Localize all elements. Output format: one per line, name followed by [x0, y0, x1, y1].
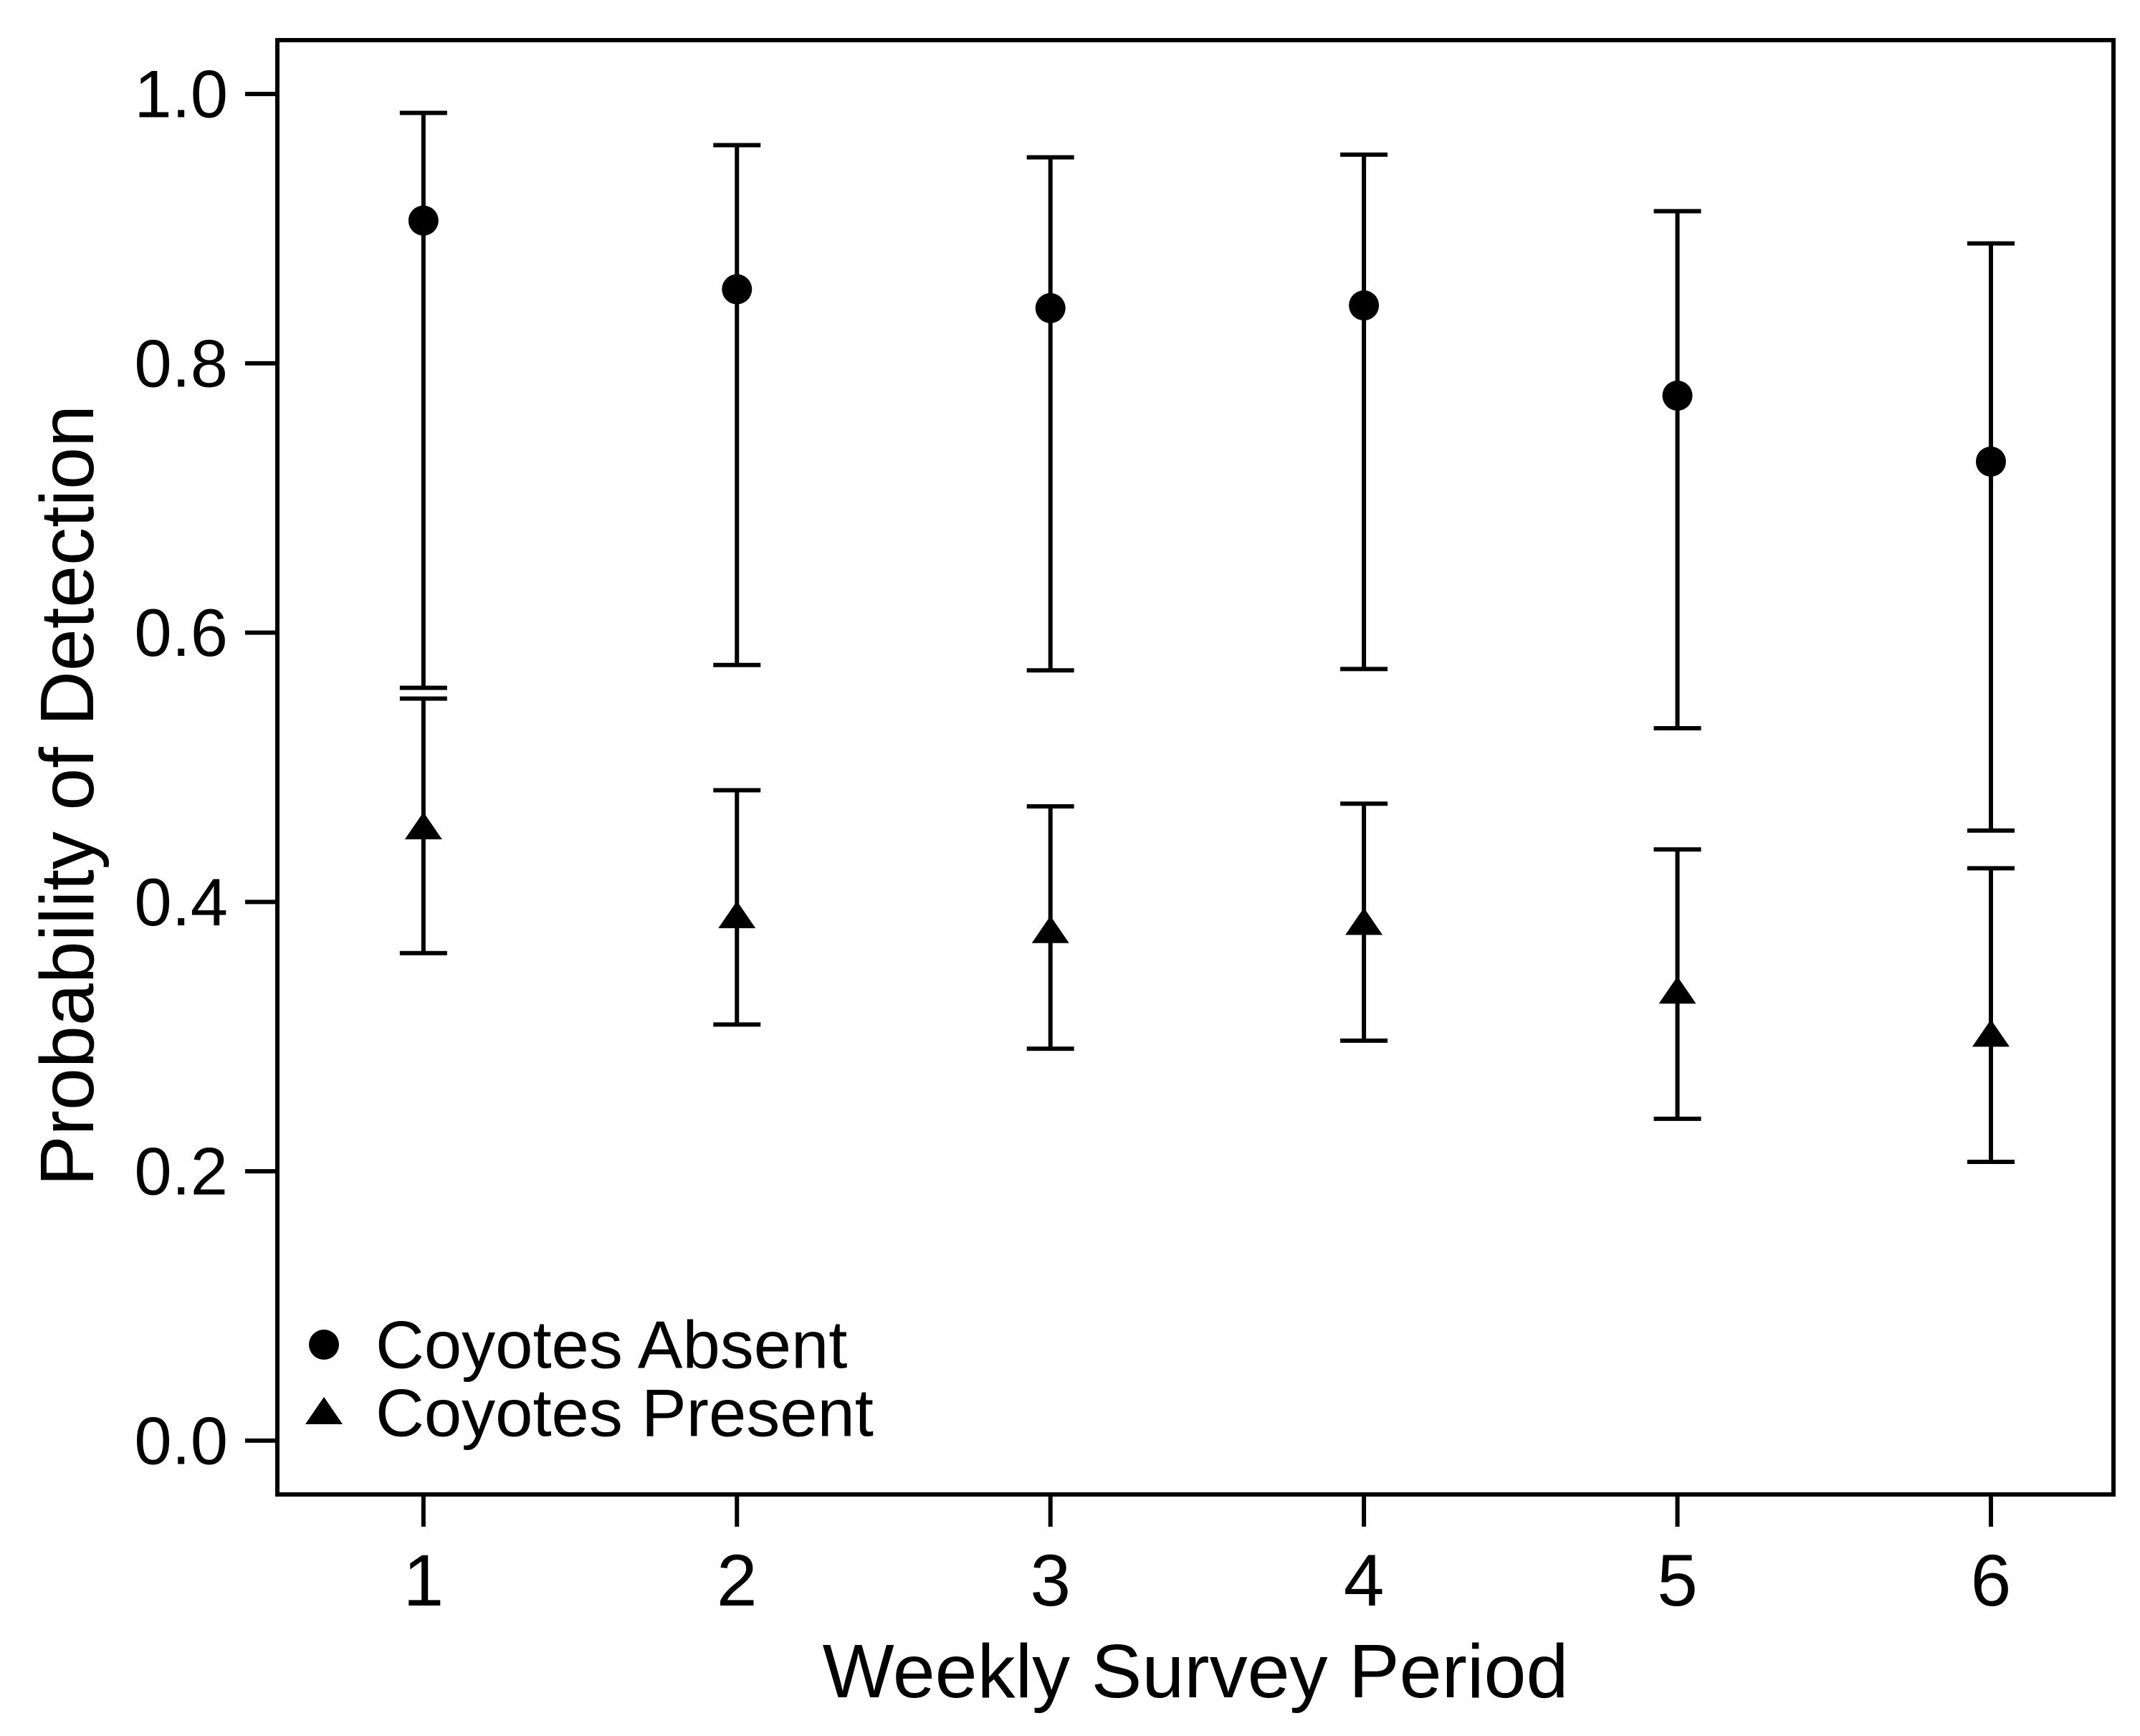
data-point-circle — [408, 205, 439, 236]
data-point-triangle — [404, 812, 442, 840]
data-point-triangle — [1345, 907, 1383, 935]
legend-label: Coyotes Absent — [376, 1307, 847, 1383]
data-point-triangle — [718, 901, 756, 929]
data-point-circle — [1662, 380, 1693, 411]
x-tick-label: 5 — [1657, 1540, 1698, 1621]
y-axis-title: Probability of Detection — [25, 405, 110, 1186]
y-tick-label: 1.0 — [134, 57, 228, 132]
x-tick-label: 3 — [1030, 1540, 1071, 1621]
y-tick-label: 0.8 — [134, 325, 228, 401]
data-point-circle — [1349, 290, 1380, 321]
legend-label: Coyotes Present — [376, 1375, 874, 1451]
data-point-circle — [1975, 447, 2006, 477]
error-bars-layer — [399, 110, 2015, 1164]
data-point-triangle — [1658, 976, 1696, 1004]
y-axis: 0.0 0.2 0.4 0.6 0.8 1.0 — [134, 57, 277, 1478]
x-axis-title: Weekly Survey Period — [823, 1629, 1569, 1714]
x-tick-label: 6 — [1971, 1540, 2012, 1621]
y-tick-label: 0.6 — [134, 595, 228, 670]
data-point-circle — [722, 274, 753, 305]
legend-marker-circle — [309, 1330, 339, 1360]
x-tick-label: 2 — [717, 1540, 758, 1621]
x-axis: 1 2 3 4 5 6 — [403, 1494, 2011, 1621]
x-tick-label: 1 — [403, 1540, 444, 1621]
markers-layer — [404, 205, 2010, 1047]
y-tick-label: 0.4 — [134, 864, 228, 940]
plot-area-border — [275, 38, 2116, 1497]
data-point-triangle — [1031, 915, 1069, 943]
legend-marker-triangle — [305, 1397, 343, 1424]
x-tick-label: 4 — [1344, 1540, 1385, 1621]
data-point-circle — [1035, 292, 1066, 323]
y-tick-label: 0.0 — [134, 1403, 228, 1478]
y-tick-label: 0.2 — [134, 1134, 228, 1209]
data-point-triangle — [1972, 1019, 2010, 1047]
